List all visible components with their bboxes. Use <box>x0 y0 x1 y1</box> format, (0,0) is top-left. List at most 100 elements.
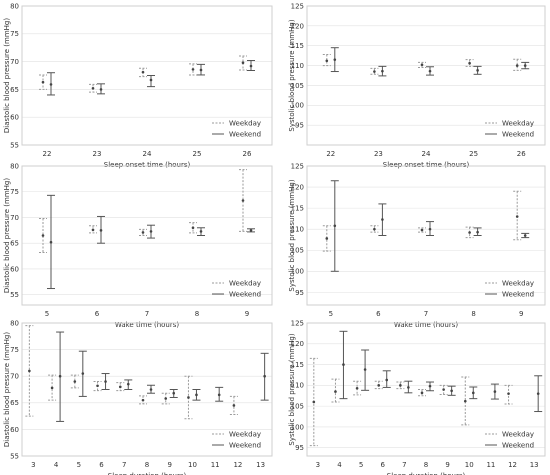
y-axis-label: Systolic blood pressure (mmHg) <box>288 333 296 445</box>
x-tick-label: 26 <box>517 150 526 158</box>
y-tick-label: 100 <box>291 102 304 110</box>
mean-point-weekday <box>468 231 471 234</box>
x-tick-label: 3 <box>31 461 35 469</box>
x-tick-label: 5 <box>359 461 363 469</box>
x-tick-label: 9 <box>445 461 449 469</box>
y-tick-label: 55 <box>10 452 19 460</box>
x-axis-label: Wake time (hours) <box>394 321 459 329</box>
plot-frame <box>21 165 273 306</box>
x-tick-label: 13 <box>256 461 265 469</box>
y-tick-label: 125 <box>291 162 304 170</box>
legend-weekday-label: Weekday <box>229 120 261 128</box>
y-tick-label: 60 <box>10 114 19 122</box>
x-tick-label: 10 <box>465 461 474 469</box>
mean-point-weekday <box>463 399 467 403</box>
mean-point-weekday <box>325 59 329 63</box>
x-axis-label: Sleep onset time (hours) <box>104 161 191 169</box>
mean-point-weekend <box>99 229 103 232</box>
x-tick-label: 5 <box>77 461 81 469</box>
mean-point-weekday <box>191 226 195 230</box>
mean-point-weekday <box>373 70 376 73</box>
x-tick-label: 7 <box>424 310 428 318</box>
x-tick-label: 24 <box>143 150 152 158</box>
x-tick-label: 9 <box>245 310 249 318</box>
y-tick-label: 95 <box>295 289 304 297</box>
x-tick-label: 23 <box>93 150 102 158</box>
mean-point-weekend <box>363 368 367 371</box>
y-tick-label: 120 <box>291 183 304 191</box>
mean-point-weekend <box>195 393 198 397</box>
legend-weekend-label: Weekend <box>502 442 534 450</box>
panel-c: 55 60 65 70 75 80 5 6 7 8 9 Wake time (hours) Diasto… <box>3 162 273 329</box>
x-tick-label: 4 <box>337 461 342 469</box>
x-axis-label: Sleep duration (hours) <box>108 472 187 475</box>
mean-point-weekend <box>407 386 410 389</box>
mean-point-weekend <box>523 64 527 67</box>
mean-point-weekday <box>355 386 359 390</box>
y-tick-label: 65 <box>10 86 19 94</box>
y-tick-label: 70 <box>10 373 19 381</box>
mean-point-weekend <box>333 58 337 61</box>
mean-point-weekday <box>420 228 424 232</box>
legend-weekend-label: Weekend <box>229 442 261 450</box>
plot-frame <box>21 322 273 457</box>
x-tick-label: 8 <box>145 461 149 469</box>
mean-point-weekday <box>41 234 45 237</box>
mean-point-weekday <box>399 384 402 387</box>
mean-point-weekday <box>325 237 329 240</box>
mean-point-weekday <box>141 70 145 74</box>
x-tick-label: 5 <box>329 310 333 318</box>
y-axis-label: Diastolic blood pressure (mmHg) <box>3 332 11 447</box>
y-tick-label: 115 <box>291 205 304 213</box>
y-tick-label: 105 <box>291 247 304 255</box>
y-tick-label: 55 <box>10 291 19 299</box>
y-tick-label: 75 <box>10 346 19 354</box>
mean-point-weekend <box>249 64 253 68</box>
y-tick-label: 115 <box>291 361 304 369</box>
mean-point-weekend <box>476 230 479 234</box>
mean-point-weekday <box>241 61 245 65</box>
x-tick-label: 22 <box>326 150 335 158</box>
legend-weekend-label: Weekend <box>502 291 534 299</box>
x-tick-label: 24 <box>422 150 431 158</box>
mean-point-weekday <box>164 397 168 400</box>
panel-a: 55 60 65 70 75 80 22 23 24 25 26 Sleep onset time (… <box>3 2 273 169</box>
y-tick-label: 80 <box>10 162 19 170</box>
x-tick-label: 9 <box>519 310 523 318</box>
mean-point-weekend <box>249 229 253 232</box>
panel-f: 95 100 105 110 115 120 125 3 4 5 6 7 8 9 10 11 12 13 Sleep… <box>288 319 546 475</box>
mean-point-weekday <box>420 391 424 395</box>
y-tick-label: 75 <box>10 188 19 196</box>
mean-point-weekday <box>468 61 471 65</box>
mean-point-weekday <box>96 384 99 388</box>
y-axis-label: Systolic blood pressure (mmHg) <box>288 179 296 291</box>
y-tick-label: 80 <box>10 319 19 327</box>
y-tick-label: 120 <box>291 22 304 30</box>
mean-point-weekday <box>118 385 122 389</box>
mean-point-weekend <box>428 384 432 388</box>
x-tick-label: 7 <box>145 310 149 318</box>
y-axis-label: Systolic blood pressure (mmHg) <box>288 19 296 131</box>
mean-point-weekday <box>91 86 95 90</box>
y-tick-label: 65 <box>10 240 19 248</box>
mean-point-weekend <box>381 69 384 73</box>
y-tick-label: 110 <box>291 226 304 234</box>
x-tick-label: 10 <box>188 461 197 469</box>
mean-point-weekday <box>377 384 381 387</box>
x-tick-label: 12 <box>508 461 517 469</box>
x-tick-label: 3 <box>316 461 320 469</box>
y-tick-label: 100 <box>291 423 304 431</box>
x-axis-label: Sleep onset time (hours) <box>383 161 470 169</box>
legend-weekday-label: Weekday <box>502 280 534 288</box>
mean-point-weekday <box>420 63 424 67</box>
y-tick-label: 70 <box>10 58 19 66</box>
x-tick-label: 25 <box>193 150 202 158</box>
x-tick-label: 26 <box>243 150 252 158</box>
x-tick-label: 6 <box>99 461 104 469</box>
legend-weekend-label: Weekend <box>229 131 261 139</box>
mean-point-weekday <box>442 388 445 391</box>
mean-point-weekend <box>49 83 53 86</box>
legend-weekday-label: Weekday <box>502 120 534 128</box>
mean-point-weekday <box>515 64 519 67</box>
legend-weekday-label: Weekday <box>229 431 261 439</box>
